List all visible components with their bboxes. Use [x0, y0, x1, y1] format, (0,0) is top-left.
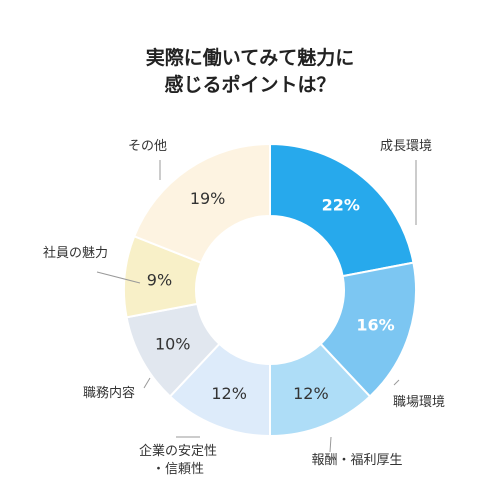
category-label: 職務内容 [83, 385, 135, 401]
slice-percent-label: 9% [147, 271, 172, 290]
chart-title-line-1: 実際に働いてみて魅力に [145, 47, 355, 69]
category-label: 報酬・福利厚生 [311, 453, 402, 468]
slice-percent-label: 22% [322, 195, 360, 214]
slice-percent-label: 12% [211, 384, 247, 403]
slice-percent-label: 19% [190, 189, 226, 208]
category-label: 社員の魅力 [43, 245, 108, 261]
slice-percent-label: 10% [155, 334, 191, 353]
leader-line [143, 377, 151, 389]
category-label: 成長環境 [380, 139, 432, 154]
slice-percent-label: 12% [293, 384, 329, 403]
category-label: 企業の安定性・信頼性 [139, 443, 217, 477]
leader-line [96, 271, 141, 284]
leader-line [329, 436, 332, 453]
category-label: 職場環境 [393, 395, 445, 410]
donut-slice [132, 142, 271, 265]
donut-slice [269, 142, 415, 278]
leader-line [393, 379, 400, 386]
category-label: その他 [128, 139, 167, 154]
chart-title-line-2: 感じるポイントは？ [164, 74, 336, 96]
slice-percent-label: 16% [356, 315, 394, 334]
